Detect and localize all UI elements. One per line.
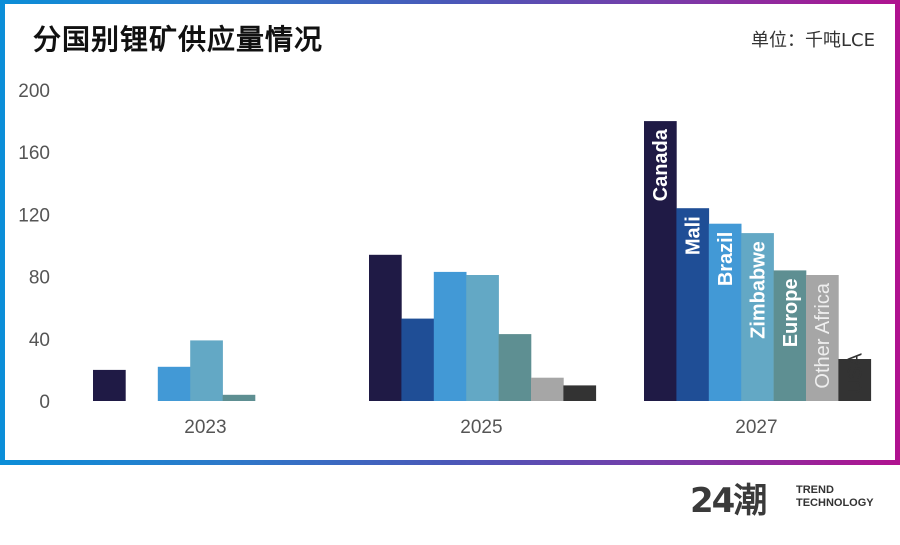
- logo-mark: 24潮: [690, 481, 767, 521]
- bar-europe-2027: [773, 270, 807, 401]
- bar-canada-2023: [93, 369, 126, 401]
- bar-mali-2025: [401, 318, 435, 401]
- x-tick-label: 2027: [735, 417, 777, 438]
- bar-zimbabwe-2025: [466, 275, 499, 401]
- bar-europe-2025: [498, 334, 532, 401]
- y-tick-label: 160: [18, 143, 50, 164]
- series-label-other-africa: Other Africa: [812, 282, 834, 388]
- bars: [93, 121, 872, 401]
- brand-logo: 24潮 TREND TECHNOLOGY: [690, 480, 880, 530]
- logo-line-1: TREND: [796, 484, 834, 496]
- y-tick-label: 40: [29, 330, 50, 351]
- chart-title: 分国别锂矿供应量情况: [33, 23, 324, 56]
- logo-text: TREND TECHNOLOGY: [796, 484, 874, 510]
- bar-other-africa-2025: [531, 377, 564, 401]
- x-tick-label: 2025: [460, 417, 502, 438]
- y-tick-label: 0: [39, 392, 50, 413]
- series-label-mali: Mali: [683, 216, 705, 255]
- series-label-usa: USA: [845, 352, 867, 394]
- bar-mali-2027: [676, 208, 710, 401]
- bar-brazil-2023: [157, 366, 191, 401]
- series-labels: Canada Mali Brazil Zimbabwe Europe Other Afri…: [650, 128, 866, 394]
- bar-usa-2027: [838, 359, 872, 401]
- bar-canada-2027: [644, 121, 677, 401]
- bar-brazil-2027: [708, 223, 742, 401]
- bar-brazil-2025: [433, 271, 467, 401]
- series-label-canada: Canada: [650, 128, 672, 201]
- bar-europe-2023: [222, 394, 256, 401]
- bar-zimbabwe-2027: [741, 233, 774, 401]
- y-tick-label: 120: [18, 205, 50, 226]
- series-label-europe: Europe: [780, 278, 802, 347]
- series-label-zimbabwe: Zimbabwe: [747, 241, 769, 339]
- bar-chart: 0 40 80 120 160 200 Canada Mali Brazil Zimbabwe E…: [18, 81, 872, 438]
- bar-canada-2025: [369, 254, 402, 401]
- chart-frame: [0, 0, 900, 465]
- series-label-brazil: Brazil: [715, 232, 737, 286]
- y-axis: 0 40 80 120 160 200: [18, 81, 50, 413]
- y-tick-label: 80: [29, 268, 50, 289]
- unit-label: 单位：千吨LCE: [751, 30, 875, 51]
- logo-line-2: TECHNOLOGY: [796, 497, 874, 509]
- y-tick-label: 200: [18, 81, 50, 102]
- x-tick-label: 2023: [184, 417, 226, 438]
- bar-zimbabwe-2023: [190, 340, 223, 401]
- bar-other-africa-2027: [806, 275, 839, 401]
- bar-usa-2025: [563, 385, 597, 401]
- x-axis: 2023 2025 2027: [184, 417, 777, 438]
